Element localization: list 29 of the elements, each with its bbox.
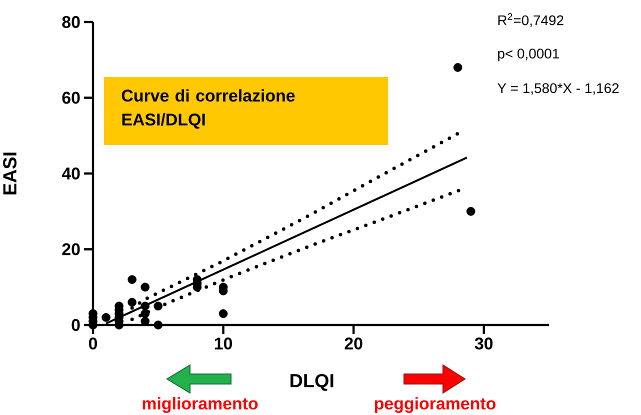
annotation: p< 0,0001 — [498, 48, 559, 62]
y-tick-label: 0 — [72, 319, 80, 331]
text: Curve di correlazione EASI/DLQI — [122, 89, 295, 129]
point — [128, 298, 136, 307]
y-tick-label: 60 — [62, 92, 80, 104]
annotation: Y = 1,580*X - 1,162 — [498, 83, 619, 95]
y-tick-label: 40 — [62, 168, 80, 180]
point — [453, 63, 462, 72]
point — [128, 275, 136, 284]
x-tick-label: 0 — [88, 338, 98, 350]
x-tick-label: 20 — [344, 338, 362, 350]
x-axis-title: DLQI — [290, 374, 334, 391]
point — [154, 302, 163, 310]
point — [154, 320, 163, 330]
x-tick-label: 10 — [214, 338, 232, 350]
point — [102, 313, 110, 322]
point — [140, 302, 150, 310]
point — [218, 309, 228, 318]
text: peggioramento — [374, 397, 496, 413]
y-tick-label: 80 — [62, 16, 80, 28]
annotation: R$^{2}$=0,7492 — [498, 13, 564, 27]
point — [140, 309, 150, 318]
point — [140, 282, 150, 292]
text: miglioramento — [142, 397, 258, 413]
line-series — [130, 188, 464, 322]
y-tick-label: 20 — [62, 243, 80, 256]
x-tick-label: 30 — [474, 338, 493, 350]
point — [466, 206, 476, 216]
y-axis-title: EASI — [3, 152, 17, 194]
